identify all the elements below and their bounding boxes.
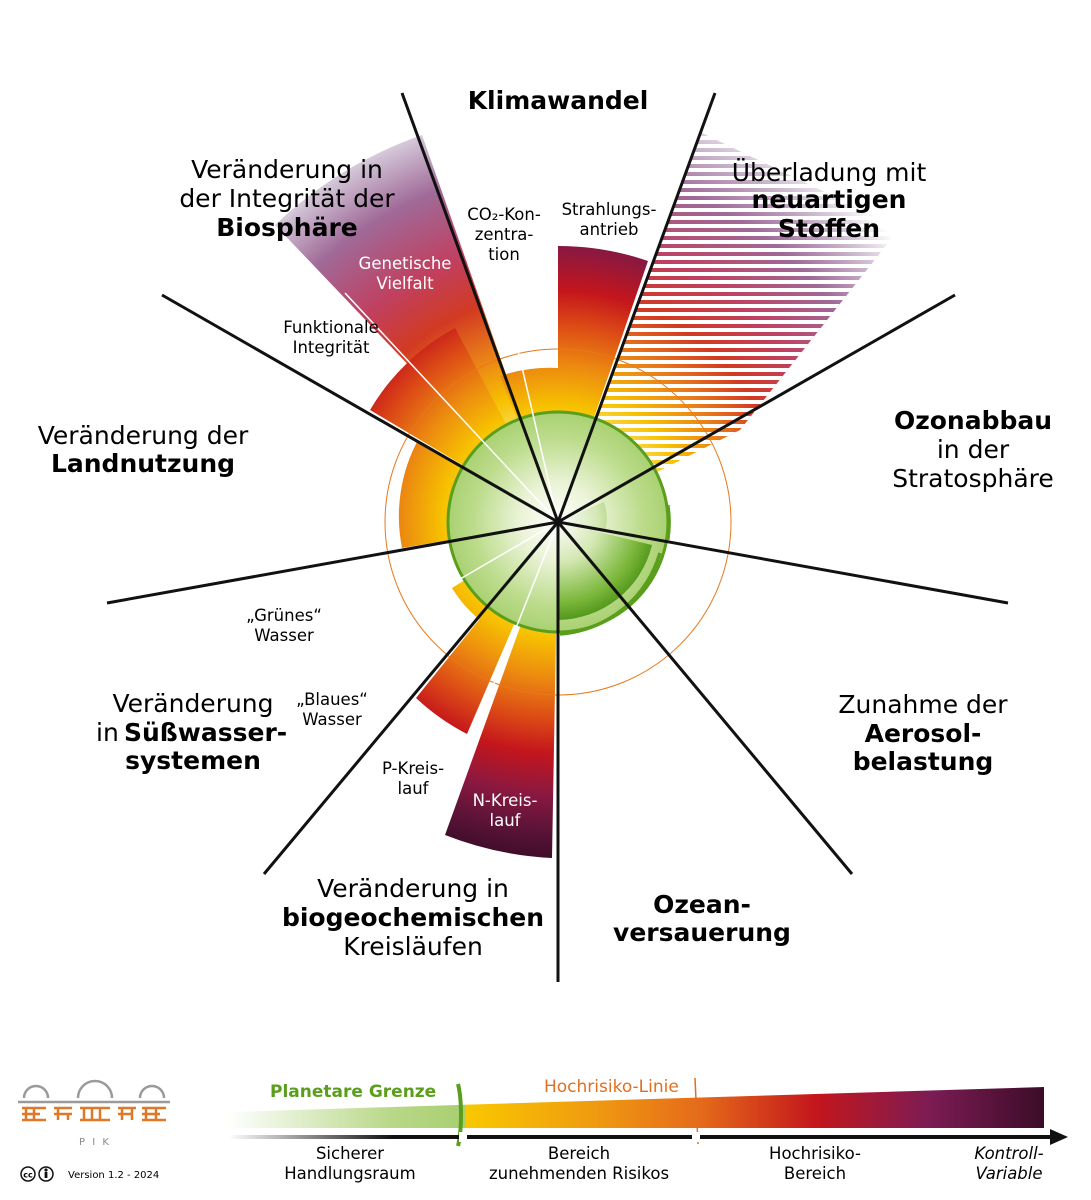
- svg-text:Überladung mit: Überladung mit: [732, 158, 927, 187]
- svg-text:Funktionale: Funktionale: [283, 318, 379, 337]
- svg-text:in: in: [96, 718, 119, 747]
- svg-text:Vielfalt: Vielfalt: [376, 274, 434, 293]
- legend-zone-safe-1: Sicherer: [316, 1144, 384, 1163]
- svg-text:P-Kreis-: P-Kreis-: [382, 759, 444, 778]
- wedge-novel-entities: [558, 132, 900, 522]
- sector-title-ocean: Ozean- versauerung: [613, 890, 791, 947]
- svg-text:Veränderung: Veränderung: [112, 689, 273, 718]
- svg-text:neuartigen: neuartigen: [752, 185, 907, 214]
- svg-text:Wasser: Wasser: [254, 626, 314, 645]
- svg-text:Veränderung der: Veränderung der: [38, 421, 249, 450]
- svg-text:Ozean-: Ozean-: [653, 890, 751, 919]
- svg-text:„Grünes“: „Grünes“: [246, 606, 322, 625]
- legend-zone-safe-2: Handlungsraum: [284, 1164, 415, 1183]
- svg-text:Süßwasser-: Süßwasser-: [124, 718, 287, 747]
- svg-text:Genetische: Genetische: [359, 254, 452, 273]
- svg-text:Ozonabbau: Ozonabbau: [894, 406, 1052, 435]
- sublabel-functional: Funktionale Integrität: [283, 318, 379, 357]
- svg-text:tion: tion: [488, 245, 520, 264]
- svg-text:Veränderung in: Veränderung in: [317, 874, 509, 903]
- sector-title-freshwater: Veränderung in Süßwasser- systemen: [96, 689, 287, 775]
- sector-rays: [106, 92, 1009, 982]
- svg-text:Biosphäre: Biosphäre: [216, 213, 358, 242]
- ocean-boundary-arc: [559, 552, 662, 636]
- svg-text:Stratosphäre: Stratosphäre: [892, 464, 1054, 493]
- svg-text:P I K: P I K: [79, 1137, 111, 1148]
- svg-text:CO₂-Kon-: CO₂-Kon-: [467, 205, 541, 224]
- sublabel-genetic: Genetische Vielfalt: [359, 254, 452, 293]
- version-label: Version 1.2 - 2024: [68, 1170, 159, 1181]
- svg-text:Landnutzung: Landnutzung: [51, 449, 235, 478]
- legend-axis: [228, 1135, 1051, 1139]
- legend-axis-arrow: [1050, 1129, 1068, 1145]
- sublabel-p-cycle: P-Kreis- lauf: [382, 759, 444, 798]
- svg-text:Wasser: Wasser: [302, 710, 362, 729]
- license-icons: cc: [20, 1166, 54, 1182]
- sub-dividers: [344, 292, 559, 745]
- legend: Planetare Grenze Hochrisiko-Linie Sicher…: [228, 1077, 1068, 1183]
- svg-text:„Blaues“: „Blaues“: [296, 690, 368, 709]
- sublabel-green-water: „Grünes“ Wasser: [246, 606, 322, 645]
- sublabel-blue-water: „Blaues“ Wasser: [296, 690, 368, 729]
- svg-text:Stoffen: Stoffen: [778, 214, 880, 243]
- svg-text:lauf: lauf: [398, 779, 430, 798]
- sublabel-n-cycle: N-Kreis- lauf: [473, 791, 538, 830]
- svg-text:zentra-: zentra-: [475, 225, 534, 244]
- sector-title-ozone: Ozonabbau in der Stratosphäre: [892, 406, 1054, 493]
- svg-text:N-Kreis-: N-Kreis-: [473, 791, 538, 810]
- svg-text:Kreisläufen: Kreisläufen: [343, 932, 483, 961]
- svg-text:cc: cc: [23, 1171, 33, 1180]
- legend-boundary-mark: [456, 1083, 463, 1147]
- legend-planetary-boundary: Planetare Grenze: [270, 1082, 436, 1102]
- legend-zone-increasing-1: Bereich: [548, 1144, 610, 1163]
- legend-gradient-bar: [228, 1087, 1044, 1128]
- svg-text:Aerosol-: Aerosol-: [865, 719, 982, 748]
- svg-text:Zunahme der: Zunahme der: [838, 690, 1008, 719]
- sublabel-radiative: Strahlungs- antrieb: [562, 200, 657, 239]
- legend-zone-increasing-2: zunehmenden Risikos: [489, 1164, 669, 1183]
- svg-text:der Integrität der: der Integrität der: [179, 184, 395, 213]
- sector-title-biosphere: Veränderung in der Integrität der Biosph…: [179, 155, 395, 242]
- svg-text:Veränderung in: Veränderung in: [191, 155, 383, 184]
- sector-title-novel-entities: Überladung mit neuartigen Stoffen: [732, 158, 927, 243]
- legend-axis-label-1: Kontroll-: [974, 1144, 1043, 1163]
- legend-zone-high-1: Hochrisiko-: [769, 1144, 861, 1163]
- wedge-ocean-acidification: [558, 522, 652, 620]
- svg-text:in der: in der: [937, 435, 1010, 464]
- sector-title-climate: Klimawandel: [468, 86, 649, 115]
- sector-title-aerosol: Zunahme der Aerosol- belastung: [838, 690, 1008, 776]
- svg-text:Integrität: Integrität: [293, 338, 370, 357]
- sector-title-biogeochemical: Veränderung in biogeochemischen Kreisläu…: [282, 874, 544, 961]
- sector-title-land-use: Veränderung der Landnutzung: [38, 421, 249, 478]
- sublabel-co2: CO₂-Kon- zentra- tion: [467, 205, 541, 264]
- legend-high-risk-line: Hochrisiko-Linie: [544, 1077, 679, 1097]
- svg-text:Strahlungs-: Strahlungs-: [562, 200, 657, 219]
- svg-text:belastung: belastung: [853, 747, 994, 776]
- svg-text:biogeochemischen: biogeochemischen: [282, 903, 544, 932]
- legend-axis-label-2: Variable: [975, 1164, 1042, 1183]
- pik-logo: P I K: [18, 1079, 170, 1148]
- svg-text:versauerung: versauerung: [613, 918, 791, 947]
- svg-text:antrieb: antrieb: [579, 220, 638, 239]
- svg-text:lauf: lauf: [490, 811, 522, 830]
- svg-text:systemen: systemen: [125, 746, 261, 775]
- ozone-boundary-arc: [666, 504, 671, 541]
- legend-zone-high-2: Bereich: [784, 1164, 846, 1183]
